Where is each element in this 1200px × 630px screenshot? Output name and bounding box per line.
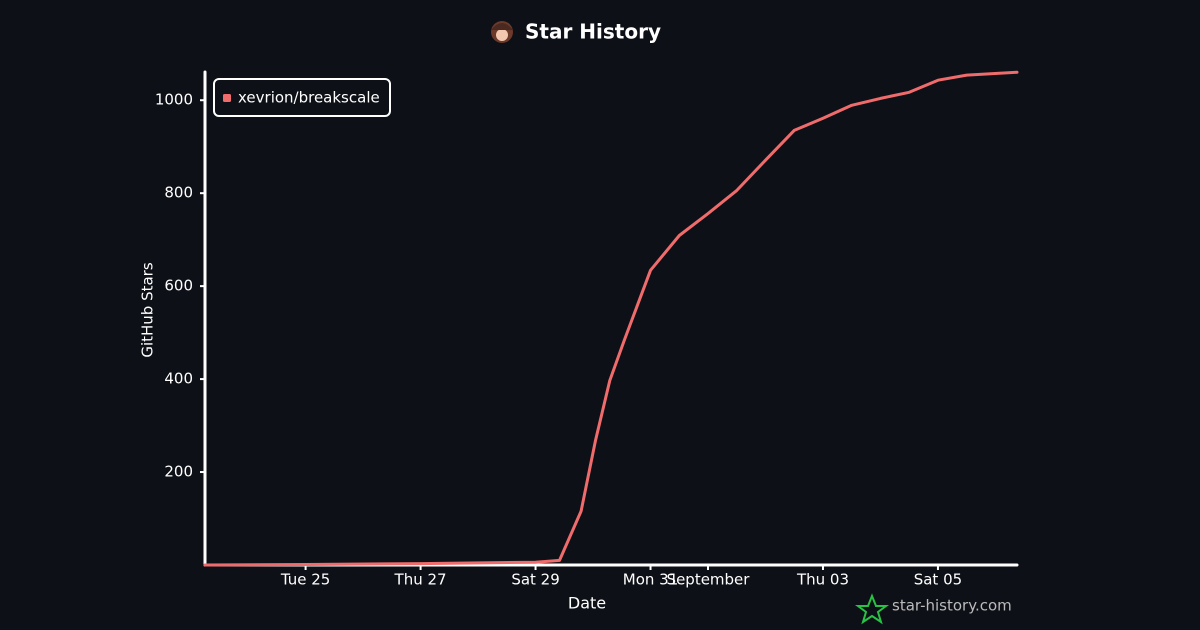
- series-line: [203, 70, 1019, 567]
- y-axis-label: GitHub Stars: [139, 262, 157, 358]
- x-tick-label: Sat 05: [914, 571, 962, 589]
- legend-label: xevrion/breakscale: [238, 89, 380, 107]
- watermark-text: star-history.com: [892, 597, 1012, 615]
- plot: 200 400 600 800 1000 Tue 25 Thu 27 Sat 29 Mon 31…: [155, 70, 1019, 589]
- x-tick-label: Thu 27: [394, 571, 447, 589]
- y-tick-label: 400: [164, 370, 193, 388]
- x-tick-label: September: [667, 571, 751, 589]
- x-tick-label: Sat 29: [511, 571, 559, 589]
- x-tick-label: Thu 03: [796, 571, 849, 589]
- y-tick-label: 200: [164, 463, 193, 481]
- chart-title: Star History: [525, 20, 661, 44]
- x-axis-label: Date: [568, 594, 606, 613]
- legend-box: [213, 78, 391, 117]
- x-tick-label: Tue 25: [280, 571, 330, 589]
- y-tick-label: 800: [164, 184, 193, 202]
- x-tick-label: Mon 31: [623, 571, 678, 589]
- watermark: star-history.com: [855, 593, 1012, 625]
- y-tick-label: 1000: [155, 91, 193, 109]
- legend-swatch: [223, 94, 231, 102]
- title-avatar: [491, 21, 513, 43]
- y-tick-label: 600: [164, 277, 193, 295]
